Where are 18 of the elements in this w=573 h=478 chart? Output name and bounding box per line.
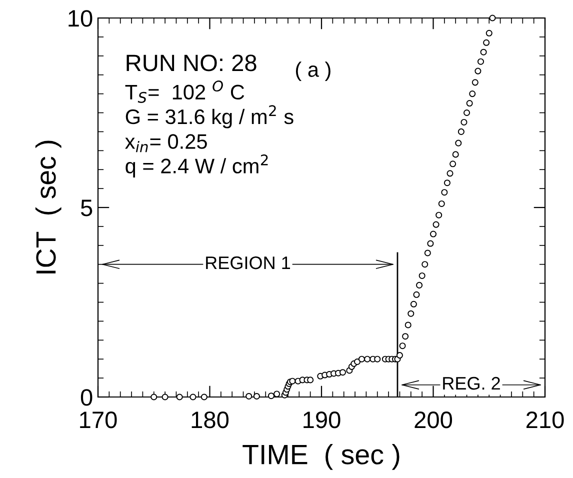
y-tick-label: 0 (80, 389, 92, 406)
annotation: REG. 2 (443, 376, 500, 390)
y-axis-title: ICT ( sec ) (35, 140, 62, 274)
annotation: x$_{in}$= 0.25 (125, 134, 207, 152)
annotation: q = 2.4 W / cm$^{2}$ (126, 154, 268, 178)
y-tick-label: 10 (68, 10, 92, 27)
y-tick-label: 5 (80, 200, 92, 216)
annotation: RUN NO: 28 (126, 54, 256, 72)
x-tick-label: 210 (526, 412, 564, 428)
x-axis-title: TIME ( sec ) (242, 444, 400, 470)
x-tick-label: 180 (192, 412, 229, 428)
annotation: ( a ) (296, 62, 330, 82)
annotation: G = 31.6 kg / m$^{2}$ s (126, 105, 294, 128)
x-tick-label: 190 (304, 412, 340, 428)
annotation: T$_{S}$= 102 $^{O}$ C (125, 80, 244, 103)
annotation: REGION 1 (206, 256, 290, 270)
x-tick-label: 200 (414, 412, 452, 428)
x-tick-label: 170 (80, 412, 117, 428)
